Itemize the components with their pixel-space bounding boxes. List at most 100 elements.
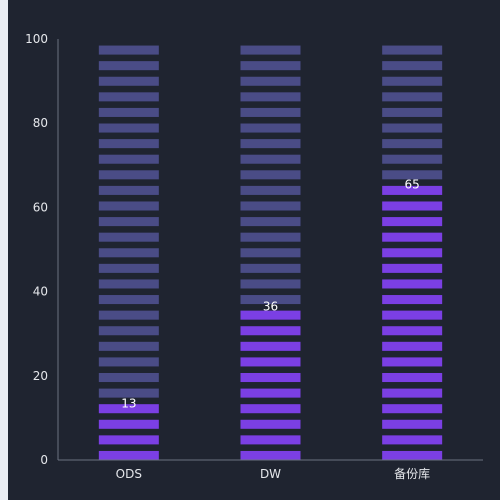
bar-segment-filled — [98, 435, 159, 445]
bar-segment-filled — [240, 404, 301, 414]
bar-segment-filled — [382, 388, 443, 398]
bar-segment-filled — [240, 372, 301, 383]
x-tick-label: ODS — [116, 467, 142, 481]
bar-segment-empty — [382, 154, 443, 164]
y-tick-label: 100 — [25, 32, 48, 46]
bar-segment-empty — [240, 92, 301, 102]
bar — [240, 45, 301, 460]
bar-segment-filled — [98, 419, 159, 429]
bar-segment-empty — [98, 76, 159, 86]
y-tick-label: 40 — [33, 285, 48, 299]
bar-segment-filled — [240, 310, 301, 320]
bar-segment-filled — [382, 279, 443, 289]
bar-segment-filled — [382, 248, 443, 258]
data-label: 13 — [121, 396, 136, 410]
bar-segment-empty — [240, 201, 301, 211]
bar-segment-empty — [98, 295, 159, 305]
bar-segment-empty — [98, 45, 159, 55]
bar-segment-empty — [98, 170, 159, 180]
bar-segment-filled — [382, 263, 443, 273]
bar-segment-empty — [240, 76, 301, 86]
bar-segment-empty — [240, 123, 301, 133]
bar-segment-empty — [240, 295, 301, 305]
bar-segment-filled — [382, 435, 443, 445]
bar-segment-empty — [98, 123, 159, 133]
data-labels: 13 36 65 — [121, 177, 420, 410]
bar-segment-filled — [382, 217, 443, 227]
x-tick-label: 备份库 — [394, 466, 430, 481]
bar-segment-empty — [240, 107, 301, 117]
bar-segment-empty — [382, 139, 443, 149]
bar-segment-filled — [382, 404, 443, 414]
bar-segment-empty — [98, 310, 159, 320]
bar-segment-empty — [98, 92, 159, 102]
bar-segment-filled — [240, 450, 301, 460]
bar-segment-empty — [98, 61, 159, 71]
bar-segment-empty — [98, 217, 159, 227]
bar-segment-empty — [240, 61, 301, 71]
bar-segment-filled — [382, 185, 443, 195]
data-label: 36 — [263, 299, 278, 313]
bar-segment-empty — [98, 107, 159, 117]
bar-segment-empty — [98, 139, 159, 149]
y-tick-label: 20 — [33, 369, 48, 383]
bar-segment-filled — [240, 341, 301, 351]
bar-segment-filled — [240, 435, 301, 445]
bar-segment-filled — [382, 201, 443, 211]
y-tick-label: 80 — [33, 116, 48, 130]
bar-segment-empty — [240, 45, 301, 55]
bars-layer — [98, 45, 443, 460]
bar-segment-empty — [240, 139, 301, 149]
bar-segment-empty — [98, 263, 159, 273]
bar-segment-empty — [98, 154, 159, 164]
x-tick-label: DW — [260, 467, 281, 481]
bar-segment-empty — [98, 248, 159, 258]
data-label: 65 — [405, 177, 420, 191]
bar-segment-empty — [240, 185, 301, 195]
bar-segment-filled — [240, 419, 301, 429]
bar-segment-empty — [98, 372, 159, 383]
bar-segment-empty — [240, 248, 301, 258]
bar-segment-filled — [382, 341, 443, 351]
bar-segment-filled — [382, 310, 443, 320]
bar-segment-empty — [382, 170, 443, 180]
bar-segment-filled — [382, 372, 443, 383]
bar-segment-empty — [382, 45, 443, 55]
bar — [382, 45, 443, 460]
y-tick-label: 60 — [33, 200, 48, 214]
bar-segment-empty — [98, 232, 159, 242]
bar-segment-filled — [240, 357, 301, 367]
bar-segment-filled — [382, 450, 443, 460]
bar-segment-filled — [240, 388, 301, 398]
bar-segment-filled — [382, 295, 443, 305]
bar-segment-empty — [98, 279, 159, 289]
y-axis-ticks: 0 20 40 60 80 100 — [25, 32, 48, 467]
bar-segment-empty — [382, 92, 443, 102]
bar-segment-empty — [240, 263, 301, 273]
bar-segment-empty — [382, 76, 443, 86]
bar-segment-empty — [240, 279, 301, 289]
bar-segment-empty — [98, 201, 159, 211]
bar-segment-empty — [98, 388, 159, 398]
x-axis-labels: ODS DW 备份库 — [116, 466, 430, 481]
bar-segment-empty — [382, 61, 443, 71]
bar-segment-empty — [98, 357, 159, 367]
bar-segment-filled — [382, 357, 443, 367]
y-tick-label: 0 — [40, 453, 48, 467]
bar-segment-filled — [240, 326, 301, 336]
bar-segment-empty — [240, 170, 301, 180]
bar-segment-empty — [240, 232, 301, 242]
bar-segment-empty — [240, 154, 301, 164]
bar-segment-empty — [382, 123, 443, 133]
bar-segment-filled — [382, 419, 443, 429]
bar-segment-empty — [98, 185, 159, 195]
bar-segment-filled — [382, 326, 443, 336]
bar-segment-filled — [98, 450, 159, 460]
bar-segment-empty — [240, 217, 301, 227]
bar-segment-empty — [98, 326, 159, 336]
bar-segment-empty — [98, 341, 159, 351]
bar-segment-empty — [382, 107, 443, 117]
bar-segment-filled — [98, 404, 159, 414]
bar — [98, 45, 159, 460]
